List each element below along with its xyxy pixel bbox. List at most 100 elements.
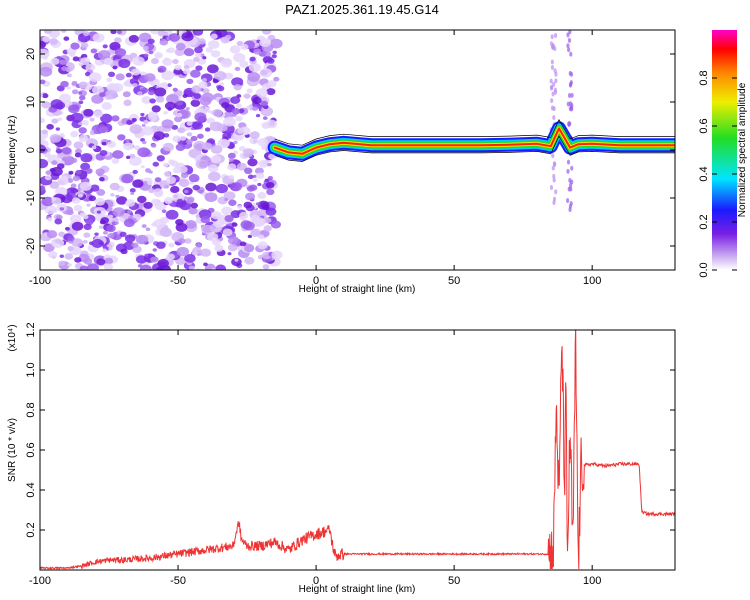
noise-blob (144, 253, 149, 257)
noise-blob (211, 211, 222, 220)
noise-blob (172, 58, 179, 65)
noise-blob (211, 157, 217, 162)
snr-y-tick-label: 1.0 (25, 362, 37, 377)
noise-blob (235, 115, 243, 122)
noise-blob (55, 148, 63, 154)
noise-blob (140, 87, 149, 94)
noise-blob (202, 56, 207, 60)
spike-blob (550, 59, 554, 65)
noise-blob (83, 108, 94, 117)
noise-blob (230, 96, 241, 104)
noise-blob (108, 71, 116, 78)
spike-blob (569, 51, 573, 57)
noise-blob (142, 45, 149, 51)
noise-blob (227, 163, 237, 171)
noise-blob (177, 128, 182, 132)
noise-blob (257, 182, 262, 187)
noise-blob (46, 230, 58, 239)
noise-blob (167, 83, 172, 88)
noise-blob (200, 215, 211, 224)
noise-blob (191, 85, 202, 94)
noise-blob (74, 257, 82, 263)
noise-blob (183, 68, 191, 75)
spike-blob (568, 101, 573, 107)
noise-blob (153, 188, 164, 197)
noise-blob (78, 127, 87, 134)
noise-blob (127, 210, 132, 214)
noise-blob (184, 238, 192, 244)
spike-blob (567, 186, 571, 192)
noise-blob (215, 183, 229, 194)
noise-blob (173, 67, 183, 75)
spike-blob (549, 185, 554, 191)
noise-blob (161, 209, 167, 214)
noise-blob (257, 138, 269, 147)
noise-blob (265, 119, 278, 129)
noise-blob (114, 221, 119, 225)
noise-blob (51, 197, 62, 205)
spike-blob (554, 78, 558, 84)
noise-blob (144, 73, 156, 82)
noise-blob (40, 144, 46, 154)
noise-blob (190, 202, 199, 209)
noise-blob (141, 140, 147, 145)
spike-blob (551, 165, 555, 171)
noise-blob (166, 93, 179, 104)
noise-blob (204, 106, 210, 111)
noise-blob (78, 134, 89, 142)
noise-blob (140, 165, 145, 169)
noise-blob (73, 141, 84, 149)
noise-blob (64, 226, 70, 231)
snr-y-multiplier: (x10⁴) (7, 324, 18, 351)
noise-blob (103, 57, 113, 66)
noise-blob (188, 173, 200, 183)
noise-blob (71, 238, 84, 248)
snr-y-ticks: 0.2 0.4 0.6 0.8 1.0 1.2 (25, 322, 675, 538)
noise-blob (61, 66, 68, 72)
noise-blob (41, 93, 49, 99)
noise-blob (204, 127, 211, 132)
noise-blob (165, 49, 171, 53)
noise-blob (132, 169, 138, 175)
noise-blob (110, 30, 117, 35)
noise-blob (234, 258, 239, 262)
spike-blob (552, 177, 556, 183)
noise-blob (96, 210, 102, 214)
noise-blob (78, 81, 88, 89)
noise-blob (235, 103, 242, 109)
noise-blob (258, 159, 269, 168)
noise-blob (77, 193, 83, 198)
colorbar-gradient (712, 30, 737, 270)
noise-blob (102, 230, 108, 235)
noise-blob (59, 133, 65, 137)
noise-blob (186, 121, 193, 126)
noise-blob (92, 33, 105, 43)
noise-blob (96, 124, 108, 134)
noise-blob (207, 164, 219, 173)
noise-blob (58, 260, 66, 266)
noise-blob (50, 57, 60, 65)
noise-blob (114, 48, 127, 57)
noise-blob (210, 145, 223, 154)
noise-blob (257, 200, 270, 210)
noise-blob (262, 116, 268, 120)
noise-blob (205, 182, 217, 192)
noise-blob (74, 152, 82, 158)
noise-blob (194, 46, 203, 54)
spike-blob (567, 47, 571, 53)
noise-blob (253, 178, 258, 182)
noise-blob (97, 172, 103, 177)
noise-blob (65, 158, 71, 163)
noise-blob (57, 176, 69, 186)
noise-blob (200, 248, 212, 257)
noise-blob (152, 248, 157, 252)
noise-blob (88, 195, 96, 202)
noise-blob (195, 65, 203, 71)
noise-blob (56, 163, 65, 170)
noise-blob (166, 253, 175, 261)
noise-blob (129, 156, 142, 166)
noise-blob (40, 66, 53, 77)
noise-blob (249, 137, 259, 145)
noise-blob (154, 87, 167, 97)
noise-blob (148, 188, 155, 194)
